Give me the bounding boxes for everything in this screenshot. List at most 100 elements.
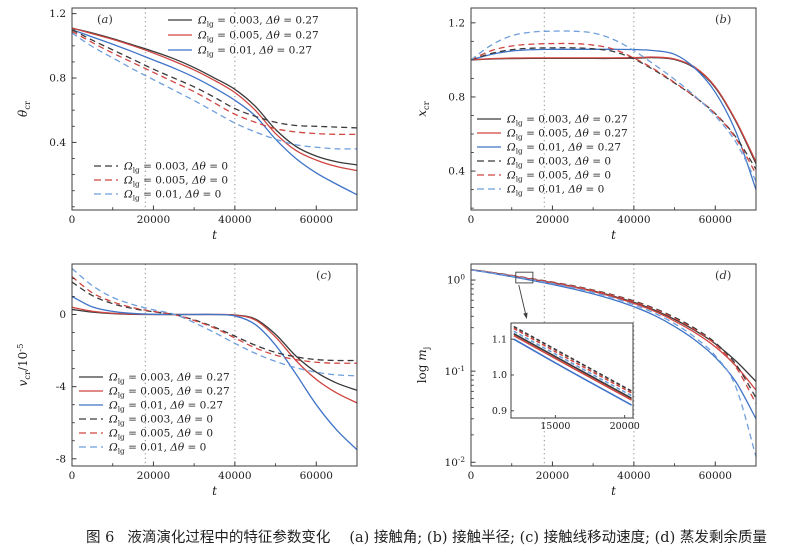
inset-series bbox=[513, 325, 632, 406]
inset-series-line bbox=[513, 334, 632, 401]
x-axis-label: t bbox=[212, 228, 217, 242]
inset-y-tick-label: 0.9 bbox=[492, 406, 507, 417]
reference-vlines bbox=[144, 8, 236, 210]
x-axis-label: t bbox=[611, 484, 616, 498]
panel-label: (c) bbox=[316, 268, 331, 282]
panel-b-contact-radius: 0 20000 40000 60000 0.4 0.8 1.2 t xcr​ Ωlg​ = 0.0… bbox=[415, 7, 757, 242]
inset-border bbox=[510, 322, 634, 419]
inset-series-line bbox=[513, 327, 632, 394]
legend-label: Ωlg​ = 0.01, Δθ = 0 bbox=[506, 184, 604, 198]
series-line bbox=[72, 30, 357, 136]
x-tick-label: 0 bbox=[69, 214, 76, 226]
x-tick-label: 0 bbox=[468, 470, 475, 482]
series-line bbox=[72, 281, 357, 362]
plot-border bbox=[71, 263, 358, 467]
x-tick-label: 40000 bbox=[218, 214, 251, 226]
inset-arrow bbox=[518, 284, 526, 314]
inset-series-line bbox=[513, 333, 632, 399]
legend-label: Ωlg​ = 0.003, Δθ = 0 bbox=[506, 156, 611, 170]
x-axis-label: t bbox=[212, 484, 217, 498]
y-tick-label: 1.2 bbox=[49, 8, 66, 20]
legend-label: Ωlg​ = 0.005, Δθ = 0.27 bbox=[506, 128, 628, 142]
reference-vlines bbox=[543, 264, 635, 466]
x-tick-label: 60000 bbox=[300, 470, 333, 482]
legend-label: Ωlg​ = 0.01, Δθ = 0.27 bbox=[197, 45, 312, 59]
series-line bbox=[471, 269, 756, 420]
inset-y-tick-label: 1.0 bbox=[492, 370, 507, 381]
y-tick-label: 0 bbox=[59, 309, 66, 321]
series-line bbox=[471, 269, 756, 404]
x-tick-label: 60000 bbox=[300, 214, 333, 226]
caption-title: 液滴演化过程中的特征参数变化 bbox=[127, 530, 331, 546]
series-group bbox=[471, 269, 756, 457]
x-tick-label: 40000 bbox=[617, 214, 650, 226]
legend-label: Ωlg​ = 0.005, Δθ = 0 bbox=[506, 170, 611, 184]
reference-vlines bbox=[543, 8, 635, 210]
legend-label: Ωlg​ = 0.005, Δθ = 0 bbox=[108, 428, 213, 442]
inset-x-tick-label: 20000 bbox=[610, 421, 640, 432]
axes-ticks: 0 20000 40000 60000 0.4 0.8 1.2 bbox=[49, 8, 358, 226]
series-line bbox=[72, 27, 357, 172]
series-line bbox=[471, 269, 756, 391]
series-line bbox=[72, 27, 357, 166]
series-group bbox=[72, 27, 357, 196]
series-line bbox=[471, 30, 756, 182]
panel-label: (a) bbox=[97, 12, 113, 26]
legend-label: Ωlg​ = 0.01, Δθ = 0.27 bbox=[108, 400, 223, 414]
x-tick-label: 0 bbox=[468, 214, 475, 226]
y-axis-label: log mj​ bbox=[415, 347, 431, 384]
figure-caption: 图 6 液滴演化过程中的特征参数变化 (a) 接触角; (b) 接触半径; (c) … bbox=[86, 526, 767, 547]
legend-label: Ωlg​ = 0.005, Δθ = 0.27 bbox=[108, 386, 230, 400]
legend-label: Ωlg​ = 0.003, Δθ = 0 bbox=[123, 161, 228, 175]
inset-arrowhead-icon bbox=[523, 312, 528, 319]
inset-series-line bbox=[513, 330, 632, 397]
series-line bbox=[72, 32, 357, 150]
y-tick-label: 0.4 bbox=[448, 166, 465, 178]
series-line bbox=[72, 295, 357, 451]
x-tick-label: 20000 bbox=[137, 470, 170, 482]
x-tick-label: 40000 bbox=[617, 470, 650, 482]
legend-label: Ωlg​ = 0.01, Δθ = 0 bbox=[108, 442, 206, 456]
y-tick-label: 1.2 bbox=[448, 17, 465, 29]
legend-label: Ωlg​ = 0.005, Δθ = 0 bbox=[123, 175, 228, 189]
reference-vlines bbox=[144, 264, 236, 466]
caption-fig-number: 图 6 bbox=[86, 530, 115, 546]
y-axis-label: vcr​/10-5​ bbox=[15, 344, 32, 387]
x-tick-label: 20000 bbox=[536, 214, 569, 226]
series-line bbox=[72, 276, 357, 364]
legend-label: Ωlg​ = 0.003, Δθ = 0.27 bbox=[197, 15, 319, 29]
axes-ticks: 0 20000 40000 60000 10-2​ 10-1​ 100​ bbox=[445, 273, 757, 482]
y-tick-label: 10-2​ bbox=[445, 455, 465, 469]
legend-label: Ωlg​ = 0.01, Δθ = 0.27 bbox=[506, 142, 621, 156]
y-tick-label: -4 bbox=[56, 381, 67, 393]
plot-border bbox=[71, 7, 358, 211]
y-tick-label: 0.8 bbox=[49, 73, 66, 85]
inset-plot: 15000 20000 0.9 1.0 1.1 bbox=[492, 322, 640, 432]
y-tick-label: 0.8 bbox=[448, 92, 465, 104]
y-tick-label: -8 bbox=[56, 453, 66, 465]
series-line bbox=[471, 56, 756, 163]
inset-y-tick-label: 1.1 bbox=[492, 334, 507, 345]
panel-label: (b) bbox=[715, 12, 731, 26]
x-tick-label: 0 bbox=[69, 470, 76, 482]
series-group bbox=[471, 30, 756, 190]
x-tick-label: 60000 bbox=[699, 214, 732, 226]
inset-series-line bbox=[513, 325, 632, 392]
plot-border bbox=[470, 7, 757, 211]
series-line bbox=[72, 29, 357, 196]
inset-x-tick-label: 15000 bbox=[540, 421, 570, 432]
series-line bbox=[471, 47, 756, 170]
x-axis-label: t bbox=[611, 228, 616, 242]
legend-label: Ωlg​ = 0.003, Δθ = 0.27 bbox=[506, 114, 628, 128]
inset-series-line bbox=[513, 338, 632, 406]
axes-ticks: 0 20000 40000 60000 -8 -4 0 bbox=[56, 277, 358, 482]
legend-label: Ωlg​ = 0.003, Δθ = 0.27 bbox=[108, 372, 230, 386]
x-tick-label: 20000 bbox=[536, 470, 569, 482]
legend-label: Ωlg​ = 0.003, Δθ = 0 bbox=[108, 414, 213, 428]
axes-ticks: 0 20000 40000 60000 0.4 0.8 1.2 bbox=[448, 17, 757, 226]
